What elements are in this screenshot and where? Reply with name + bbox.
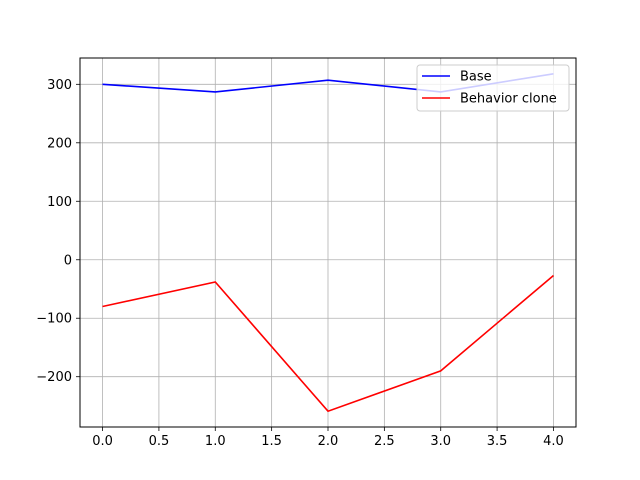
x-tick-label: 3.0 — [430, 434, 451, 449]
x-tick-label: 2.5 — [374, 434, 395, 449]
grid-lines — [80, 58, 576, 427]
y-tick-label: −100 — [36, 312, 72, 327]
x-tick-label: 2.0 — [318, 434, 339, 449]
legend: Base Behavior clone — [416, 64, 570, 112]
x-tick-label: 0.0 — [92, 434, 113, 449]
series-line-behavior-clone — [102, 274, 555, 413]
x-tick-label: 1.5 — [261, 434, 282, 449]
x-tick-label: 4.0 — [543, 434, 564, 449]
y-tick-label: −200 — [36, 370, 72, 385]
x-tick-label: 0.5 — [149, 434, 170, 449]
y-tick-label: 100 — [47, 195, 72, 210]
y-tick-label: 300 — [47, 78, 72, 93]
y-tick-label: 0 — [64, 253, 72, 268]
y-tick-label: 200 — [47, 136, 72, 151]
x-axis-ticks: 0.0 0.5 1.0 1.5 2.0 2.5 3.0 3.5 4.0 — [92, 427, 564, 449]
legend-label: Behavior clone — [460, 92, 557, 107]
legend-label: Base — [460, 70, 492, 85]
y-axis-ticks: −200 −100 0 100 200 300 — [36, 78, 80, 385]
x-tick-label: 1.0 — [205, 434, 226, 449]
x-tick-label: 3.5 — [487, 434, 508, 449]
legend-box — [416, 64, 570, 112]
